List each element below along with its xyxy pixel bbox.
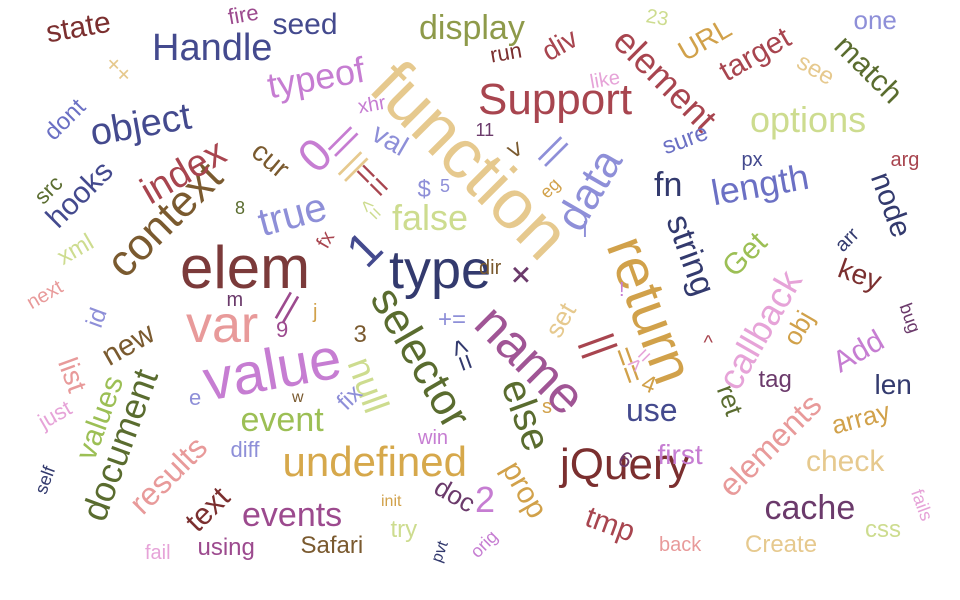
word-object: object: [86, 95, 194, 155]
word-key: key: [834, 252, 886, 297]
word-back: back: [659, 534, 702, 556]
word-events: events: [242, 496, 343, 534]
word-try: try: [390, 516, 418, 543]
word-fn: fn: [654, 166, 683, 204]
word-dir: dir: [479, 257, 502, 279]
word-11: 11: [475, 120, 495, 140]
word-len: len: [874, 369, 912, 400]
word-dont: dont: [38, 93, 91, 146]
word-first: first: [657, 439, 703, 470]
word-1: 1: [336, 221, 393, 278]
word-fire: fire: [225, 0, 260, 30]
word-undefined: undefined: [282, 438, 468, 485]
word-use: use: [626, 392, 678, 428]
word-symbol-116: +=: [438, 306, 467, 333]
word-run: run: [487, 37, 524, 68]
word-tag: tag: [758, 366, 792, 393]
word-8: 8: [235, 198, 246, 218]
word-arg: arg: [890, 149, 920, 171]
word-diff: diff: [230, 437, 260, 462]
word-j: j: [313, 301, 318, 323]
word-using: using: [197, 534, 255, 561]
word-orig: orig: [466, 526, 502, 562]
word-fails: fails: [907, 486, 937, 524]
word-e: e: [189, 385, 202, 410]
word-px: px: [741, 149, 763, 171]
word-cur: cur: [245, 135, 296, 184]
word-sure: sure: [658, 118, 712, 161]
word-seed: seed: [272, 8, 338, 41]
word-handle: Handle: [152, 27, 273, 69]
word-symbol-117: +: [496, 251, 544, 299]
word-get: Get: [716, 225, 774, 284]
word-node: node: [863, 167, 918, 242]
word-event: event: [240, 401, 324, 439]
word-just: just: [33, 395, 76, 434]
word-type: type: [389, 240, 492, 300]
word-symbol-125: <=: [354, 193, 387, 227]
word-text: text: [179, 480, 237, 539]
word-symbol-130: !: [619, 279, 625, 301]
word-xhr: xhr: [356, 91, 388, 119]
word-fail: fail: [145, 542, 171, 564]
word-bug: bug: [895, 300, 925, 336]
word-23: 23: [644, 5, 670, 31]
word-support: Support: [478, 75, 633, 124]
word-one: one: [853, 5, 897, 35]
word-display: display: [419, 9, 525, 47]
word-init: init: [381, 493, 402, 510]
word-match: match: [827, 29, 909, 111]
word-fx: fx: [312, 227, 340, 253]
word-css: css: [865, 516, 901, 543]
word-xml: xml: [52, 228, 98, 271]
word-arr: arr: [830, 223, 864, 257]
word-symbol-115: ++: [98, 50, 138, 90]
word-cache: cache: [764, 489, 856, 527]
word-i: i: [582, 217, 588, 242]
word-win: win: [418, 427, 449, 449]
word-check: check: [806, 445, 885, 478]
word-self: self: [30, 463, 60, 497]
word-jquery: jQuery: [560, 440, 690, 489]
word-3: 3: [353, 321, 367, 348]
word-s: s: [542, 396, 552, 418]
word-list: list: [52, 353, 94, 397]
word-2: 2: [475, 479, 496, 520]
word-next: next: [23, 276, 67, 314]
word-var: var: [186, 296, 259, 354]
word-prop: prop: [495, 455, 554, 525]
word-5: 5: [440, 176, 451, 196]
word-array: array: [827, 395, 893, 441]
word-state: state: [43, 5, 113, 50]
word-elem: elem: [180, 234, 311, 301]
word-id: id: [80, 304, 113, 332]
word-symbol-114: $: [417, 176, 431, 203]
word-options: options: [750, 99, 867, 140]
word-symbol-129: ^: [703, 332, 713, 354]
word-like: like: [588, 66, 622, 94]
word-m: m: [226, 289, 244, 311]
word-w: w: [292, 389, 304, 406]
word-false: false: [392, 197, 469, 238]
word-safari: Safari: [300, 532, 364, 559]
word-9: 9: [276, 317, 289, 342]
word-tmp: tmp: [581, 500, 640, 549]
word-create: Create: [745, 531, 818, 558]
word-div: div: [536, 22, 583, 67]
word-typeof: typeof: [264, 48, 368, 107]
word-symbol-120: ||: [535, 130, 575, 170]
word-pvt: pvt: [428, 538, 452, 565]
